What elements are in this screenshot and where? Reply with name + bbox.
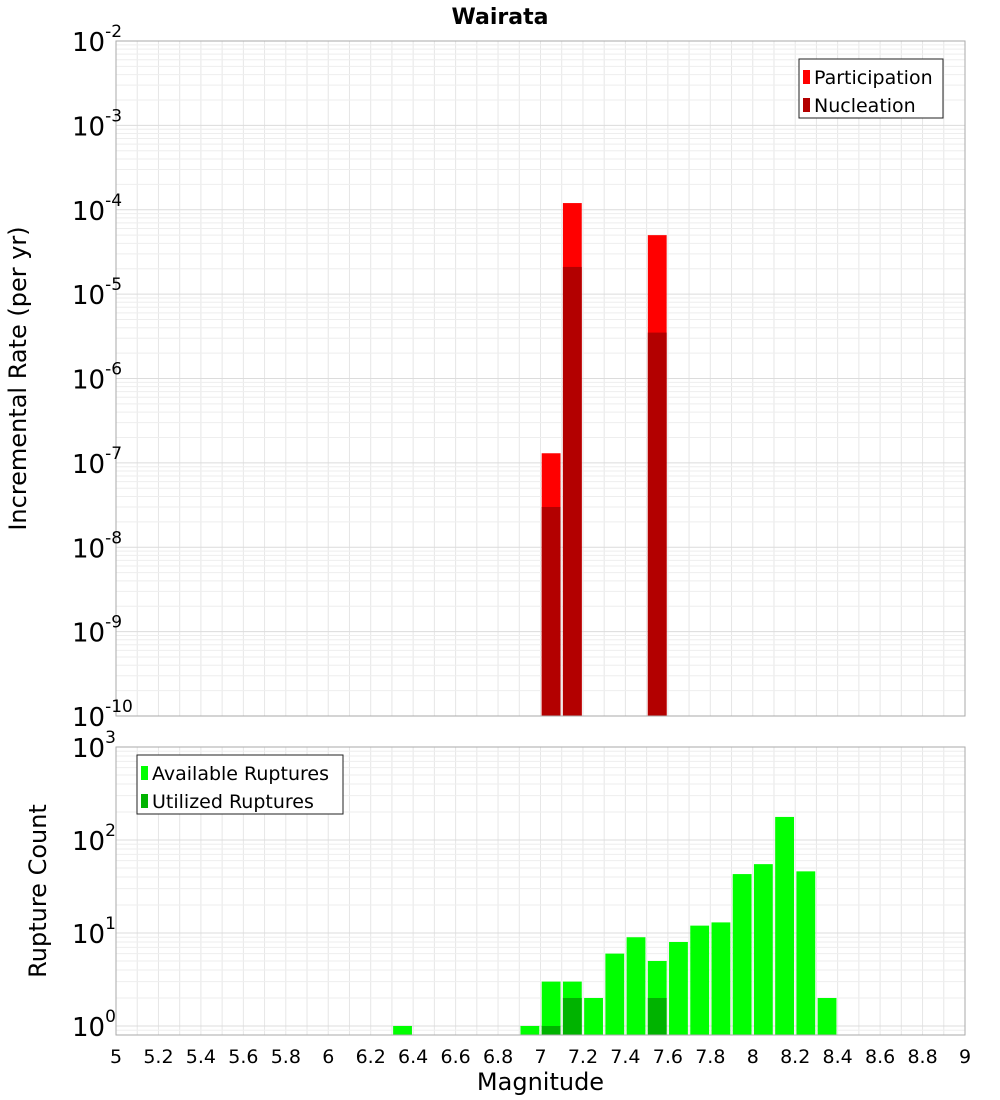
rate-panel-frame (115, 40, 966, 717)
x-tick-label: 9 (959, 1046, 971, 1068)
rate-panel: 10-2 10-3 10-4 10-5 10-6 10-7 10-8 10-9 10-10 In… (4, 22, 966, 733)
x-tick-label: 7.2 (568, 1046, 598, 1068)
count-y-tick-label: 103 (72, 728, 116, 764)
rate-y-tick-label: 10-2 (72, 22, 122, 58)
count-bar-utilized-ruptures (562, 997, 582, 1035)
count-bar-available-ruptures (796, 871, 816, 1035)
x-tick-label: 5.8 (271, 1046, 301, 1068)
rate-y-axis-label: Incremental Rate (per yr) (4, 226, 32, 530)
count-bar-utilized-ruptures (647, 997, 667, 1035)
count-bar-available-ruptures (711, 922, 731, 1035)
x-tick-label: 8 (747, 1046, 759, 1068)
count-bar-available-ruptures (584, 997, 603, 1035)
count-bar-available-ruptures (690, 925, 710, 1035)
count-y-tick-labels: 103 102 101 100 (72, 728, 116, 1043)
rate-y-tick-label: 10-5 (72, 275, 122, 311)
x-tick-label: 8.2 (780, 1046, 810, 1068)
x-tick-label: 7.4 (610, 1046, 640, 1068)
rate-panel-bars (541, 203, 667, 716)
count-bar-available-ruptures (775, 816, 794, 1035)
x-tick-label: 6 (322, 1046, 334, 1068)
rate-y-tick-label: 10-9 (72, 613, 122, 649)
chart-title: Wairata (452, 5, 549, 30)
count-bar-available-ruptures (520, 1025, 540, 1035)
rate-bar-nucleation (562, 266, 582, 716)
x-tick-label: 6.8 (483, 1046, 513, 1068)
count-y-axis-label: Rupture Count (24, 804, 52, 978)
count-bar-available-ruptures (605, 953, 625, 1035)
rate-y-tick-label: 10-8 (72, 528, 122, 564)
count-bar-available-ruptures (753, 864, 773, 1035)
count-y-tick-label: 102 (72, 821, 116, 857)
count-y-tick-label: 101 (72, 914, 116, 950)
x-tick-label: 7 (534, 1046, 546, 1068)
x-tick-label: 5.4 (186, 1046, 216, 1068)
count-panel-frame (115, 746, 966, 1036)
rate-legend-box (798, 58, 944, 119)
count-legend-swatch (141, 794, 148, 808)
count-legend-label: Utilized Ruptures (152, 791, 314, 813)
x-tick-label: 6.6 (440, 1046, 470, 1068)
count-bar-utilized-ruptures (541, 1025, 561, 1035)
rate-panel-grid (115, 40, 966, 717)
x-tick-label: 6.4 (398, 1046, 428, 1068)
count-panel-bars (393, 816, 837, 1035)
count-legend: Available Ruptures Utilized Ruptures (136, 754, 344, 815)
x-tick-label: 8.4 (823, 1046, 853, 1068)
count-legend-label: Available Ruptures (152, 763, 329, 785)
count-bar-available-ruptures (732, 874, 752, 1035)
rate-legend-label: Nucleation (814, 95, 916, 117)
x-axis-label: Magnitude (477, 1068, 604, 1096)
count-bar-available-ruptures (393, 1025, 412, 1035)
count-bar-available-ruptures (626, 937, 646, 1035)
rate-bar-nucleation (647, 332, 667, 716)
rate-legend-label: Participation (814, 67, 933, 89)
x-tick-label: 5 (110, 1046, 122, 1068)
x-tick-label: 5.6 (228, 1046, 258, 1068)
x-tick-labels: 5 5.2 5.4 5.6 5.8 6 6.2 6.4 6.6 6.8 7 7.2 7.4 7.6 7.8 8… (110, 1046, 971, 1068)
x-tick-label: 6.2 (356, 1046, 386, 1068)
count-bar-available-ruptures (541, 981, 561, 1035)
count-bar-available-ruptures (669, 942, 688, 1035)
x-tick-label: 7.8 (695, 1046, 725, 1068)
count-legend-swatch (141, 766, 148, 780)
rate-y-tick-label: 10-7 (72, 444, 122, 480)
count-panel: 103 102 101 100 5 5.2 5.4 5.6 5.8 6 6.2 6.4 6.6 6.8 7… (24, 728, 971, 1096)
rate-y-tick-label: 10-4 (72, 191, 122, 227)
x-tick-label: 8.6 (865, 1046, 895, 1068)
rate-y-tick-label: 10-10 (72, 697, 133, 733)
x-tick-label: 5.2 (143, 1046, 173, 1068)
rate-y-tick-labels: 10-2 10-3 10-4 10-5 10-6 10-7 10-8 10-9 10-10 (72, 22, 133, 733)
rate-y-tick-label: 10-6 (72, 360, 122, 396)
count-legend-box (136, 754, 344, 815)
rate-y-tick-label: 10-3 (72, 106, 122, 142)
count-bar-available-ruptures (817, 997, 837, 1035)
rate-bar-nucleation (541, 506, 561, 716)
rate-legend-swatch (803, 70, 810, 84)
rate-legend-swatch (803, 98, 810, 112)
count-y-tick-label: 100 (72, 1007, 116, 1043)
x-tick-label: 8.8 (907, 1046, 937, 1068)
x-tick-label: 7.6 (653, 1046, 683, 1068)
rate-legend: Participation Nucleation (798, 58, 944, 119)
